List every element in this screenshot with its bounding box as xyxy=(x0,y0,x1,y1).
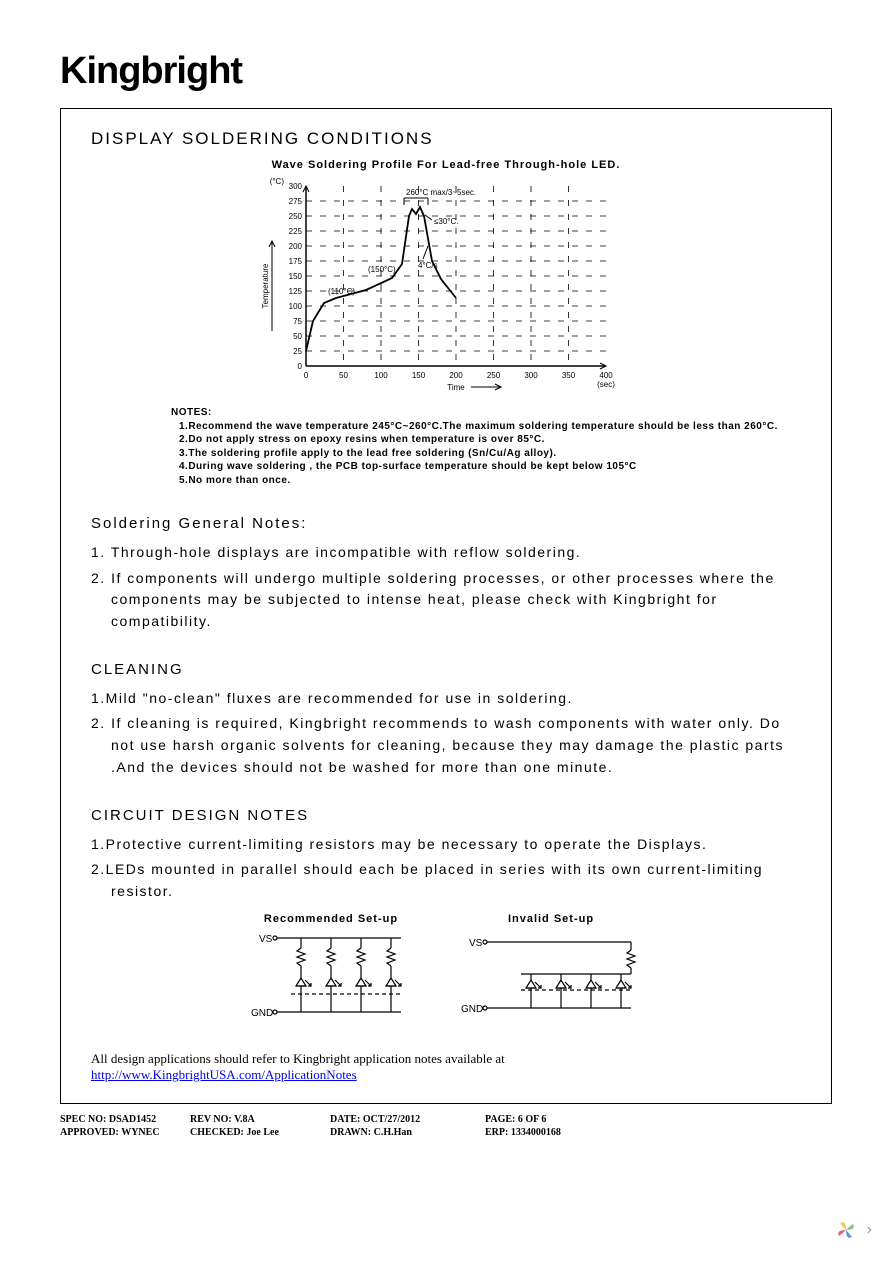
svg-text:225: 225 xyxy=(289,227,303,236)
list-item: 1. Through-hole displays are incompatibl… xyxy=(91,542,801,564)
svg-text:0: 0 xyxy=(304,371,309,380)
svg-text:275: 275 xyxy=(289,197,303,206)
svg-text:125: 125 xyxy=(289,287,303,296)
svg-text:150: 150 xyxy=(412,371,426,380)
chevron-right-icon: › xyxy=(867,1221,872,1239)
svg-text:250: 250 xyxy=(487,371,501,380)
footer-drawn: DRAWN: C.H.Han xyxy=(330,1127,485,1138)
list-item: 1.Protective current-limiting resistors … xyxy=(91,834,801,856)
svg-text:260°C max/3~5sec.: 260°C max/3~5sec. xyxy=(406,188,476,197)
note-item: 1.Recommend the wave temperature 245°C~2… xyxy=(189,420,801,434)
section-title-cleaning: CLEANING xyxy=(91,661,801,678)
svg-text:200: 200 xyxy=(449,371,463,380)
pinwheel-icon xyxy=(833,1217,859,1243)
svg-text:(°C): (°C) xyxy=(270,177,285,186)
svg-text:250: 250 xyxy=(289,212,303,221)
list-item: 2. If cleaning is required, Kingbright r… xyxy=(91,713,801,778)
wave-soldering-chart: 0 25 50 75 100 125 150 175 200 225 250 2… xyxy=(256,176,636,396)
content-frame: DISPLAY SOLDERING CONDITIONS Wave Solder… xyxy=(60,108,832,1104)
svg-text:300: 300 xyxy=(289,182,303,191)
list-item: 1.Mild "no-clean" fluxes are recommended… xyxy=(91,688,801,710)
svg-text:350: 350 xyxy=(562,371,576,380)
svg-text:25: 25 xyxy=(293,347,302,356)
svg-text:≤30°C.: ≤30°C. xyxy=(434,217,459,226)
reference-text: All design applications should refer to … xyxy=(91,1051,801,1083)
notes-label: NOTES: xyxy=(171,406,801,420)
footer: SPEC NO: DSAD1452 REV NO: V.8A DATE: OCT… xyxy=(60,1114,832,1138)
section-title-general-notes: Soldering General Notes: xyxy=(91,515,801,532)
svg-text:75: 75 xyxy=(293,317,302,326)
svg-text:100: 100 xyxy=(374,371,388,380)
application-notes-link[interactable]: http://www.KingbrightUSA.com/Application… xyxy=(91,1067,357,1082)
footer-page: PAGE: 6 OF 6 xyxy=(485,1114,605,1125)
svg-text:VS: VS xyxy=(259,934,273,945)
list-item: 2. If components will undergo multiple s… xyxy=(91,568,801,633)
svg-text:200: 200 xyxy=(289,242,303,251)
footer-spec: SPEC NO: DSAD1452 xyxy=(60,1114,190,1125)
section-title-soldering-conditions: DISPLAY SOLDERING CONDITIONS xyxy=(91,129,801,149)
svg-text:400: 400 xyxy=(599,371,613,380)
svg-text:Time: Time xyxy=(447,383,465,392)
section-title-circuit: CIRCUIT DESIGN NOTES xyxy=(91,807,801,824)
footer-erp: ERP: 1334000168 xyxy=(485,1127,605,1138)
invalid-circuit-icon: VS GND xyxy=(451,928,651,1028)
svg-text:0: 0 xyxy=(298,362,303,371)
svg-text:175: 175 xyxy=(289,257,303,266)
svg-text:VS: VS xyxy=(469,938,483,949)
chart-wrap: Wave Soldering Profile For Lead-free Thr… xyxy=(91,159,801,401)
note-item: 4.During wave soldering , the PCB top-su… xyxy=(189,460,801,474)
svg-text:GND: GND xyxy=(251,1008,273,1019)
svg-text:50: 50 xyxy=(293,332,302,341)
logo: Kingbright xyxy=(60,50,832,93)
circuit-label-invalid: Invalid Set-up xyxy=(451,913,651,925)
note-item: 5.No more than once. xyxy=(189,474,801,488)
recommended-circuit-icon: VS GND xyxy=(241,928,421,1028)
svg-text:150: 150 xyxy=(289,272,303,281)
footer-date: DATE: OCT/27/2012 xyxy=(330,1114,485,1125)
svg-text:50: 50 xyxy=(339,371,348,380)
note-item: 3.The soldering profile apply to the lea… xyxy=(189,447,801,461)
list-item: 2.LEDs mounted in parallel should each b… xyxy=(91,859,801,902)
svg-text:Temperature: Temperature xyxy=(261,263,270,308)
circuit-diagrams: Recommended Set-up VS GND xyxy=(91,913,801,1033)
svg-text:100: 100 xyxy=(289,302,303,311)
footer-checked: CHECKED: Joe Lee xyxy=(190,1127,330,1138)
chart-notes: NOTES: 1.Recommend the wave temperature … xyxy=(171,406,801,487)
note-item: 2.Do not apply stress on epoxy resins wh… xyxy=(189,433,801,447)
svg-text:(150°C): (150°C) xyxy=(368,265,396,274)
footer-rev: REV NO: V.8A xyxy=(190,1114,330,1125)
svg-text:300: 300 xyxy=(524,371,538,380)
corner-widget[interactable]: › xyxy=(833,1217,872,1243)
svg-text:(sec): (sec) xyxy=(597,380,615,389)
circuit-label-recommended: Recommended Set-up xyxy=(241,913,421,925)
svg-text:GND: GND xyxy=(461,1004,483,1015)
chart-title: Wave Soldering Profile For Lead-free Thr… xyxy=(91,159,801,171)
svg-text:4°C/s: 4°C/s xyxy=(418,261,438,270)
footer-approved: APPROVED: WYNEC xyxy=(60,1127,190,1138)
svg-text:(110°C): (110°C) xyxy=(328,287,355,296)
